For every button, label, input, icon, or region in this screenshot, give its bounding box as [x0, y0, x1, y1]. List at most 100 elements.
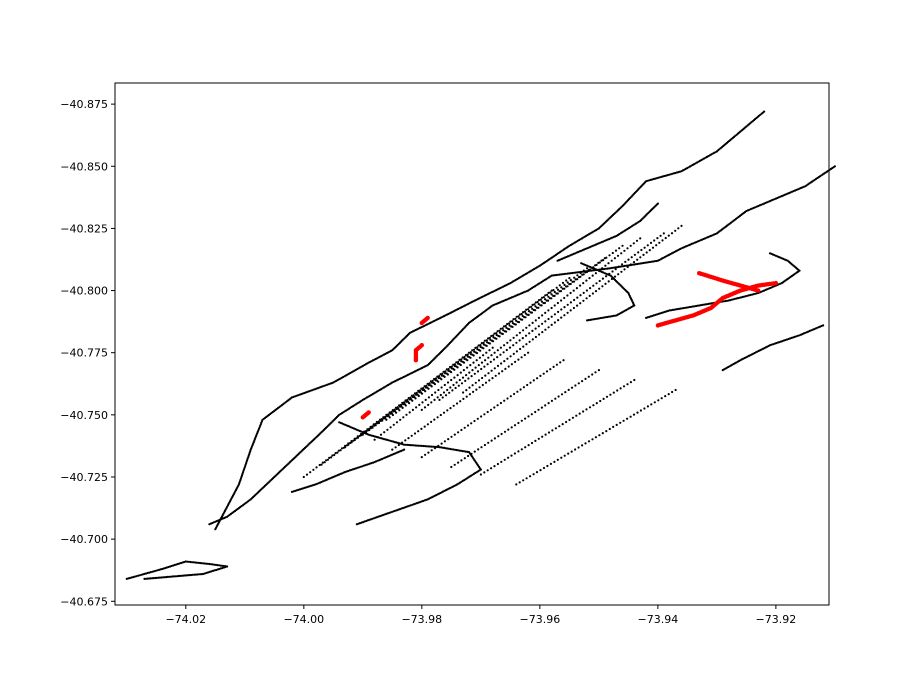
data-point	[570, 386, 574, 389]
data-point	[340, 447, 344, 450]
data-point	[466, 353, 469, 356]
data-point	[550, 315, 553, 318]
data-point	[586, 267, 589, 270]
data-point	[646, 405, 650, 408]
data-point	[568, 272, 571, 275]
data-point	[591, 373, 594, 376]
data-point	[592, 284, 595, 287]
data-point	[449, 386, 452, 389]
data-point	[610, 259, 613, 262]
data-point	[530, 441, 534, 445]
data-point	[410, 434, 413, 437]
data-point	[568, 418, 571, 421]
data-point	[576, 274, 579, 277]
data-point	[490, 467, 493, 470]
data-point	[582, 410, 585, 413]
y-tick-label: −40.825	[60, 222, 108, 235]
data-point	[534, 335, 538, 339]
data-point	[589, 287, 592, 290]
data-point	[453, 463, 456, 466]
data-point	[470, 452, 473, 455]
data-point	[542, 466, 546, 470]
data-point	[569, 279, 573, 282]
data-point	[621, 263, 624, 266]
data-point	[598, 279, 601, 283]
data-point	[773, 280, 779, 286]
data-point	[612, 425, 615, 428]
data-point	[432, 445, 435, 448]
data-point	[560, 456, 563, 459]
data-point	[514, 323, 517, 326]
data-point	[339, 449, 342, 452]
data-point	[556, 259, 559, 262]
data-point	[195, 561, 198, 564]
data-point	[399, 403, 403, 406]
data-point	[320, 463, 323, 466]
x-tick-label: −73.96	[520, 613, 561, 626]
data-point	[546, 464, 549, 468]
data-point	[409, 444, 412, 447]
data-point	[458, 378, 461, 382]
data-point	[420, 392, 424, 395]
data-point	[490, 334, 493, 338]
data-point	[633, 263, 636, 266]
data-point	[395, 411, 398, 414]
data-point	[333, 453, 336, 457]
data-point	[452, 363, 455, 366]
data-point	[353, 438, 356, 442]
data-point	[547, 299, 550, 302]
data-point	[305, 473, 309, 476]
data-point	[200, 562, 203, 565]
data-point	[405, 400, 408, 403]
data-point	[424, 398, 427, 401]
data-point	[566, 294, 569, 297]
data-point	[643, 407, 646, 410]
data-point	[585, 297, 588, 300]
data-point	[611, 251, 614, 255]
data-point	[551, 429, 554, 432]
data-point	[509, 320, 512, 323]
data-point	[617, 265, 621, 268]
data-point	[457, 360, 460, 363]
data-point	[415, 406, 418, 409]
data-point	[420, 408, 423, 411]
data-point	[572, 289, 575, 292]
data-point	[489, 408, 493, 411]
data-point	[482, 341, 485, 344]
data-point	[443, 375, 446, 378]
data-point	[671, 390, 674, 394]
data-point	[639, 409, 643, 412]
data-point	[468, 386, 471, 389]
data-point	[463, 457, 466, 460]
data-point	[485, 339, 488, 342]
data-point	[612, 266, 615, 269]
data-point	[588, 406, 592, 409]
data-point	[493, 351, 496, 354]
data-point	[368, 428, 371, 432]
data-point	[650, 403, 653, 406]
data-point	[437, 444, 440, 447]
data-point	[469, 351, 472, 354]
data-point	[513, 452, 517, 455]
data-point	[545, 370, 549, 373]
data-point	[467, 377, 470, 380]
data-point	[523, 353, 526, 357]
data-point	[481, 383, 484, 387]
data-point	[541, 435, 544, 438]
data-point	[677, 307, 681, 310]
data-point	[318, 463, 321, 467]
data-point	[581, 380, 584, 383]
data-point	[556, 292, 559, 295]
data-point	[505, 348, 508, 352]
data-point	[506, 322, 509, 326]
data-point	[569, 282, 572, 286]
data-point	[382, 417, 385, 420]
data-point	[585, 270, 589, 274]
data-point	[563, 454, 566, 457]
data-point	[609, 315, 612, 318]
data-point	[452, 404, 455, 407]
data-point	[604, 267, 608, 270]
data-point	[483, 471, 486, 474]
data-point	[660, 397, 663, 400]
data-point	[497, 372, 501, 375]
